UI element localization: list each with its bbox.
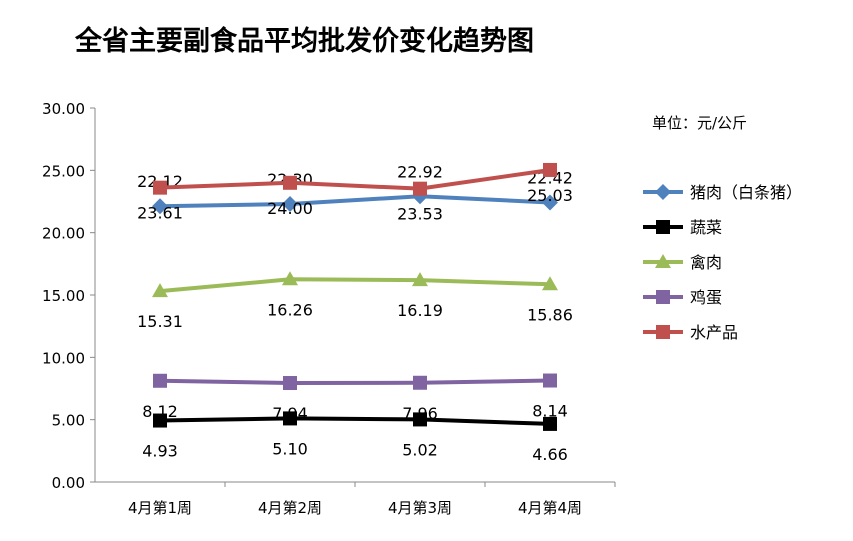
legend-marker	[656, 290, 670, 304]
x-tick-label: 4月第3周	[388, 499, 452, 517]
y-tick-label: 0.00	[52, 474, 85, 492]
data-point	[543, 416, 557, 431]
legend-marker	[655, 184, 671, 200]
data-label: 23.53	[397, 205, 443, 224]
series-2: 15.31 16.26 16.19 15.86	[137, 271, 573, 331]
data-point	[283, 175, 297, 190]
series-1: 4.93 5.10 5.02 4.66	[142, 411, 568, 464]
data-label: 24.00	[267, 199, 313, 218]
y-tick-label: 30.00	[42, 100, 85, 118]
data-label: 8.14	[532, 402, 568, 421]
series-4: 23.61 24.00 23.53 25.03	[137, 162, 573, 224]
data-point	[282, 271, 298, 286]
data-point	[413, 375, 427, 390]
legend-label: 鸡蛋	[690, 288, 722, 307]
data-point	[543, 373, 557, 388]
data-point	[413, 412, 427, 427]
data-label: 25.03	[527, 186, 573, 205]
y-tick-label: 15.00	[42, 287, 85, 305]
legend-marker	[656, 220, 670, 234]
data-point	[542, 194, 558, 211]
data-point	[152, 198, 168, 215]
data-point	[283, 411, 297, 426]
legend-marker	[655, 254, 671, 268]
data-label: 5.10	[272, 439, 308, 458]
data-label: 7.94	[272, 404, 308, 423]
data-point	[413, 181, 427, 196]
data-label: 16.19	[397, 301, 443, 320]
data-point	[412, 272, 428, 287]
data-label: 15.31	[137, 312, 183, 331]
y-tick-label: 25.00	[42, 162, 85, 180]
data-point	[152, 283, 168, 298]
data-label: 5.02	[402, 440, 438, 459]
legend-label: 蔬菜	[690, 218, 722, 237]
data-label: 8.12	[142, 402, 178, 421]
data-point	[543, 162, 557, 177]
chart-title: 全省主要副食品平均批发价变化趋势图	[74, 25, 534, 57]
series-line	[159, 167, 551, 191]
legend-label: 禽肉	[690, 253, 722, 272]
data-label: 4.93	[142, 442, 178, 461]
x-tick-label: 4月第2周	[258, 499, 322, 517]
series-line	[159, 378, 551, 386]
data-label: 22.92	[397, 162, 443, 181]
series-line	[159, 277, 551, 294]
y-tick-label: 20.00	[42, 225, 85, 243]
y-tick-label: 10.00	[42, 349, 85, 367]
data-point	[283, 376, 297, 391]
data-label: 16.26	[267, 300, 313, 319]
unit-label: 单位：元/公斤	[652, 114, 747, 132]
data-point	[153, 180, 167, 195]
data-point	[153, 413, 167, 428]
legend-label: 猪肉（白条猪）	[690, 183, 802, 202]
data-point	[282, 195, 298, 212]
legend-label: 水产品	[690, 323, 738, 342]
legend-marker	[656, 325, 670, 339]
x-tick-label: 4月第1周	[128, 499, 192, 517]
data-label: 4.66	[532, 445, 568, 464]
data-point	[153, 373, 167, 388]
y-tick-label: 5.00	[52, 412, 85, 430]
data-point	[542, 276, 558, 291]
data-label: 23.61	[137, 204, 183, 223]
series-line	[159, 416, 551, 426]
series-line	[159, 194, 551, 209]
data-label: 7.96	[402, 404, 438, 423]
series-3: 8.12 7.94 7.96 8.14	[142, 373, 568, 423]
data-label: 15.86	[527, 305, 573, 324]
x-tick-label: 4月第4周	[518, 499, 582, 517]
